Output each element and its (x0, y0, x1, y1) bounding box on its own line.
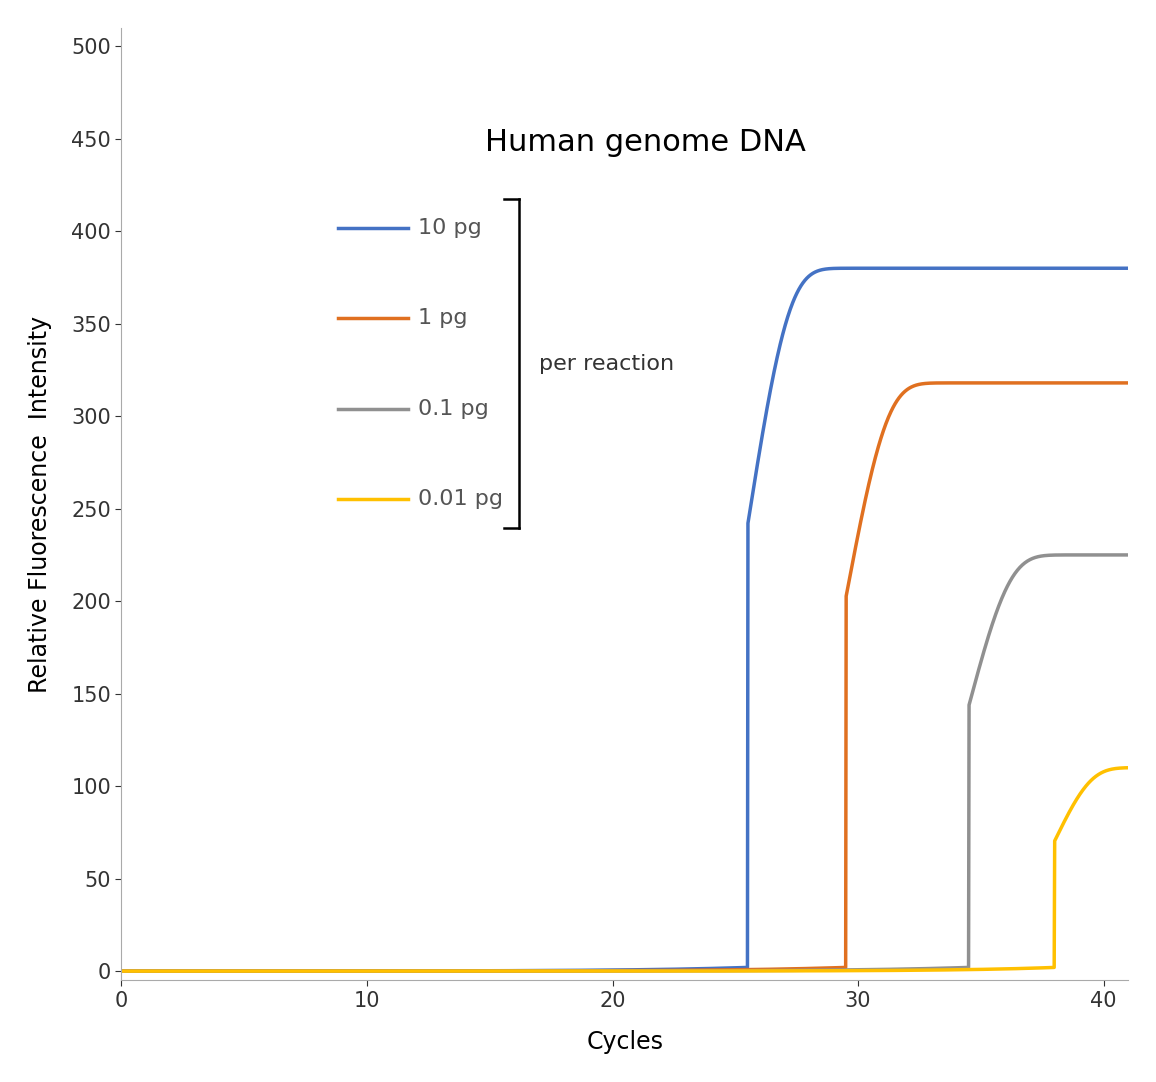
10 pg (889, 262, 903, 275)
10 pg (114, 965, 128, 978)
0.1 pg (605, 964, 618, 977)
Y-axis label: Relative Fluorescence  Intensity: Relative Fluorescence Intensity (28, 316, 52, 692)
1 pg (907, 380, 921, 393)
0.1 pg (1092, 549, 1106, 562)
10 pg (907, 262, 921, 275)
0.01 pg (577, 964, 591, 977)
0.1 pg (165, 965, 179, 978)
Text: 0.1 pg: 0.1 pg (418, 399, 489, 419)
0.01 pg (114, 965, 128, 978)
10 pg (165, 964, 179, 977)
Text: 0.01 pg: 0.01 pg (418, 489, 503, 510)
Line: 1 pg: 1 pg (121, 383, 1128, 972)
1 pg (605, 964, 618, 977)
1 pg (1092, 377, 1106, 390)
0.01 pg (1091, 768, 1105, 781)
10 pg (577, 964, 591, 977)
1 pg (114, 965, 128, 978)
Line: 0.01 pg: 0.01 pg (121, 768, 1128, 972)
Text: 10 pg: 10 pg (418, 217, 482, 238)
Line: 0.1 pg: 0.1 pg (121, 555, 1128, 972)
Text: per reaction: per reaction (539, 354, 674, 373)
1 pg (165, 965, 179, 978)
0.01 pg (1121, 762, 1135, 775)
X-axis label: Cycles: Cycles (586, 1030, 664, 1054)
10 pg (1121, 262, 1135, 275)
0.1 pg (114, 965, 128, 978)
Text: Human genome DNA: Human genome DNA (484, 128, 806, 157)
10 pg (605, 964, 618, 977)
0.1 pg (907, 962, 921, 975)
Text: 1 pg: 1 pg (418, 308, 468, 328)
10 pg (1092, 262, 1106, 275)
0.01 pg (165, 965, 179, 978)
0.1 pg (577, 964, 591, 977)
0.01 pg (605, 964, 618, 977)
0.01 pg (907, 964, 921, 977)
0.01 pg (1092, 767, 1106, 780)
0.1 pg (1110, 549, 1124, 562)
1 pg (987, 377, 1001, 390)
Line: 10 pg: 10 pg (121, 268, 1128, 972)
1 pg (1092, 377, 1106, 390)
0.1 pg (1091, 549, 1105, 562)
1 pg (577, 964, 591, 977)
10 pg (1092, 262, 1106, 275)
0.1 pg (1121, 549, 1135, 562)
1 pg (1121, 377, 1135, 390)
